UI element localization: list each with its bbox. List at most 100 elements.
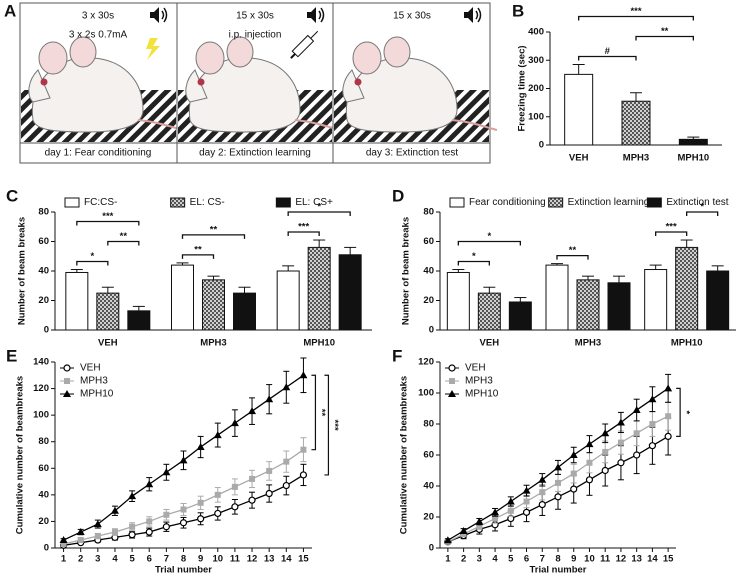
y-tick-label: 120 xyxy=(33,383,49,394)
marker xyxy=(163,511,170,518)
marker xyxy=(616,418,625,426)
bar xyxy=(202,279,225,331)
marker xyxy=(664,432,672,440)
significance-label: ** xyxy=(316,409,327,417)
x-tick-label: 11 xyxy=(230,554,241,565)
bar xyxy=(564,73,594,146)
y-tick-label: 20 xyxy=(38,516,49,527)
legend-marker xyxy=(448,390,456,397)
x-tick-label: 4 xyxy=(492,554,498,565)
marker xyxy=(585,440,594,448)
marker xyxy=(601,429,610,437)
marker xyxy=(476,523,483,530)
y-tick-label: 0 xyxy=(539,140,544,151)
legend-label: EL: CS+ xyxy=(295,197,333,208)
legend-marker xyxy=(63,390,71,397)
x-tick-label: VEH xyxy=(569,153,589,164)
marker xyxy=(129,523,136,530)
y-tick-label: 40 xyxy=(423,266,434,277)
significance-bracket xyxy=(181,254,215,259)
legend-label: MPH10 xyxy=(80,389,114,400)
y-tick-label: 400 xyxy=(528,27,544,38)
marker xyxy=(282,481,290,490)
sessions: 3 x 30s xyxy=(82,11,114,22)
marker xyxy=(570,470,577,477)
significance-bracket xyxy=(578,55,637,61)
marker xyxy=(664,384,673,392)
marker xyxy=(492,515,499,522)
marker xyxy=(633,430,640,437)
legend-swatch xyxy=(170,197,186,208)
panel-label: D xyxy=(392,186,404,205)
marker xyxy=(665,413,672,420)
legend-marker xyxy=(64,378,70,384)
marker xyxy=(230,419,239,427)
x-tick-label: 2 xyxy=(78,554,83,565)
y-tick-label: 40 xyxy=(423,481,434,492)
marker xyxy=(248,407,257,415)
y-tick-label: 140 xyxy=(33,357,49,368)
x-tick-label: 12 xyxy=(247,554,258,565)
legend-swatch xyxy=(449,197,465,208)
sessions: 15 x 30s xyxy=(393,11,431,22)
significance-bracket xyxy=(556,254,589,260)
caption-box xyxy=(332,142,491,164)
marker xyxy=(214,509,222,518)
significance-bracket xyxy=(655,231,688,237)
significance-label: ** xyxy=(569,245,577,256)
marker xyxy=(299,471,308,479)
legend-swatch xyxy=(275,197,291,208)
significance-label: *** xyxy=(102,211,113,222)
marker xyxy=(570,485,578,493)
bar xyxy=(508,301,532,331)
marker xyxy=(196,443,205,451)
marker xyxy=(554,493,562,501)
marker xyxy=(539,489,546,496)
x-tick-label: 7 xyxy=(164,554,169,565)
panel-a: A 3 x 30s 3 x 2s 0.7mA day 1: Fear condi… xyxy=(4,1,498,164)
marker xyxy=(197,515,205,523)
y-tick-label: 60 xyxy=(38,463,49,474)
panel-label: C xyxy=(6,186,18,205)
y-tick-label: 60 xyxy=(423,236,434,247)
significance-bracket xyxy=(635,35,694,41)
bar xyxy=(607,282,631,331)
x-tick-label: 3 xyxy=(477,554,482,565)
marker xyxy=(617,439,624,446)
x-tick-label: VEH xyxy=(98,338,118,349)
y-tick-label: 0 xyxy=(429,543,434,554)
x-tick-label: 9 xyxy=(571,554,576,565)
significance-bracket xyxy=(676,387,681,437)
y-tick-label: 0 xyxy=(44,325,49,336)
y-tick-label: 20 xyxy=(423,295,434,306)
legend-marker xyxy=(63,364,71,372)
marker xyxy=(282,383,291,391)
marker xyxy=(283,458,290,465)
marker xyxy=(569,451,578,458)
bar xyxy=(678,138,708,146)
legend-marker xyxy=(449,378,455,384)
marker xyxy=(162,468,171,476)
x-axis-label: Trial number xyxy=(529,565,586,576)
legend-label: Extinction learning xyxy=(568,197,650,208)
marker xyxy=(585,476,594,484)
legend-swatch xyxy=(646,197,662,208)
y-tick-label: 100 xyxy=(418,388,434,399)
marker xyxy=(265,489,273,498)
y-tick-label: 100 xyxy=(33,410,49,421)
x-tick-label: MPH10 xyxy=(671,338,703,349)
y-axis-label: Number of beam breaks xyxy=(17,217,28,325)
significance-bracket xyxy=(311,374,317,451)
protocol-step: 3 x 30s 3 x 2s 0.7mA day 1: Fear conditi… xyxy=(19,2,184,164)
x-tick-label: MPH10 xyxy=(303,338,335,349)
significance-bracket xyxy=(457,240,521,246)
marker xyxy=(538,501,546,509)
marker xyxy=(145,480,154,488)
x-tick-label: 10 xyxy=(584,554,595,565)
bar xyxy=(233,292,256,331)
bar xyxy=(276,270,300,331)
marker xyxy=(60,541,67,548)
bar xyxy=(706,270,730,331)
shock-icon xyxy=(146,38,160,60)
